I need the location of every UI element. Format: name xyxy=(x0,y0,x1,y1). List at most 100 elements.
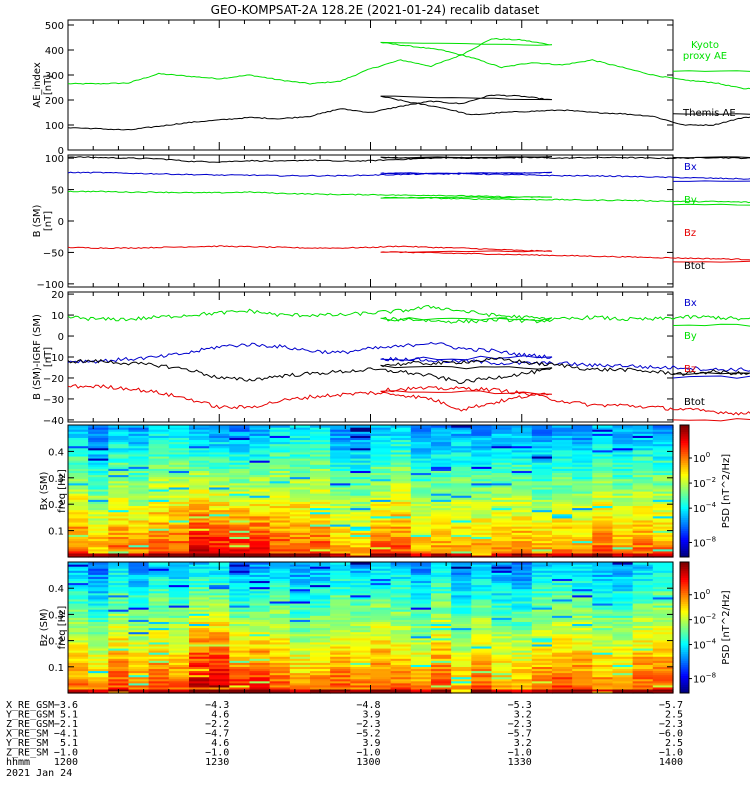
spectrogram-cell xyxy=(289,532,311,535)
spectrogram-cell xyxy=(390,484,412,488)
ephemeris-value: −2.1 xyxy=(54,719,78,730)
spectrogram-cell xyxy=(572,664,593,667)
spectrogram-cell xyxy=(68,590,89,594)
spectrogram-cell xyxy=(229,528,251,531)
colorbar-exponent: −4 xyxy=(706,501,717,509)
spectrogram-cell xyxy=(652,505,674,509)
spectrogram-cell xyxy=(431,468,452,471)
spectrogram-cell xyxy=(592,466,614,469)
spectrogram-cell xyxy=(410,647,432,651)
spectrogram-cell xyxy=(148,645,170,649)
spectrogram-cell xyxy=(209,538,230,542)
spectrogram-cell xyxy=(289,439,311,443)
spectrogram-cell xyxy=(632,617,654,620)
spectrogram-cell xyxy=(148,619,170,622)
spectrogram-cell xyxy=(168,550,190,554)
spectrogram-cell xyxy=(552,501,573,504)
spectrogram-cell xyxy=(350,602,372,606)
ephemeris-row-label: Z_RE_GSM xyxy=(6,719,54,730)
spectrogram-cell xyxy=(88,658,109,661)
spectrogram-cell xyxy=(491,676,513,680)
spectrogram-cell xyxy=(390,453,412,457)
spectrogram-cell xyxy=(612,445,634,449)
spectrogram-cell xyxy=(289,627,311,631)
spectrogram-cell xyxy=(632,590,654,594)
spectrogram-cell xyxy=(471,486,493,490)
spectrogram-cell xyxy=(410,600,432,604)
spectrogram-cell xyxy=(209,526,230,529)
spectrogram-cell xyxy=(552,509,573,513)
spectrogram-cell xyxy=(410,643,432,647)
spectrogram-cell xyxy=(289,684,311,688)
spectrogram-cell xyxy=(330,580,351,584)
spectrogram-cell xyxy=(410,503,432,507)
spectrogram-cell xyxy=(390,652,412,655)
spectrogram-cell xyxy=(88,627,109,631)
spectrogram-cell xyxy=(390,480,412,484)
spectrogram-cell xyxy=(168,570,190,573)
spectrogram-cell xyxy=(531,678,553,682)
spectrogram-cell xyxy=(88,625,109,629)
spectrogram-cell xyxy=(168,668,190,672)
spectrogram-cell xyxy=(330,582,351,586)
spectrogram-cell xyxy=(471,578,493,582)
series-line-themis-ae xyxy=(67,94,750,131)
spectrogram-cell xyxy=(269,637,291,641)
spectrogram-cell xyxy=(108,497,130,500)
spectrogram-cell xyxy=(652,562,674,565)
spectrogram-cell xyxy=(249,660,271,663)
spectrogram-cell xyxy=(108,625,130,629)
spectrogram-cell xyxy=(229,458,251,461)
spectrogram-cell xyxy=(572,625,593,629)
colorbar-cell xyxy=(680,575,689,578)
spectrogram-cell xyxy=(310,462,331,465)
spectrogram-cell xyxy=(229,519,251,523)
spectrogram-cell xyxy=(310,578,331,582)
spectrogram-cell xyxy=(289,682,311,686)
spectrogram-cell xyxy=(592,427,614,430)
spectrogram-cell xyxy=(511,497,533,500)
spectrogram-cell xyxy=(249,499,271,502)
spectrogram-cell xyxy=(632,552,654,556)
spectrogram-cell xyxy=(108,495,130,498)
spectrogram-cell xyxy=(471,676,493,680)
spectrogram-cell xyxy=(491,645,513,649)
spectrogram-cell xyxy=(592,503,614,507)
spectrogram-cell xyxy=(189,686,210,690)
spectrogram-cell xyxy=(128,674,150,678)
spectrogram-cell xyxy=(229,684,251,688)
spectrogram-cell xyxy=(632,604,654,608)
spectrogram-cell xyxy=(431,674,452,678)
spectrogram-cell xyxy=(531,625,553,629)
spectrogram-cell xyxy=(229,650,251,653)
spectrogram-cell xyxy=(88,623,109,627)
spectrogram-cell xyxy=(209,635,230,639)
spectrogram-cell xyxy=(431,455,452,459)
spectrogram-cell xyxy=(249,524,271,527)
spectrogram-cell xyxy=(168,449,190,453)
spectrogram-cell xyxy=(431,554,452,558)
spectrogram-cell xyxy=(370,550,392,554)
spectrogram-cell xyxy=(168,530,190,533)
spectrogram-cell xyxy=(330,495,351,498)
spectrogram-cell xyxy=(229,590,251,594)
ephemeris-value: −1.0 xyxy=(508,748,532,759)
spectrogram-cell xyxy=(189,564,210,567)
spectrogram-cell xyxy=(189,670,210,674)
spectrogram-cell xyxy=(531,480,553,484)
spectrogram-cell xyxy=(88,629,109,633)
spectrogram-cell xyxy=(168,482,190,486)
spectrogram-cell xyxy=(370,519,392,523)
spectrogram-cell xyxy=(592,625,614,629)
spectrogram-cell xyxy=(652,509,674,513)
colorbar-cell xyxy=(680,572,689,576)
spectrogram-cell xyxy=(652,507,674,511)
spectrogram-cell xyxy=(431,647,452,651)
spectrogram-cell xyxy=(330,619,351,622)
spectrogram-cell xyxy=(410,598,432,602)
spectrogram-cell xyxy=(431,491,452,494)
spectrogram-cell xyxy=(410,568,432,571)
spectrogram-cell xyxy=(370,552,392,556)
spectrogram-cell xyxy=(552,493,573,496)
spectrogram-cell xyxy=(511,611,533,614)
